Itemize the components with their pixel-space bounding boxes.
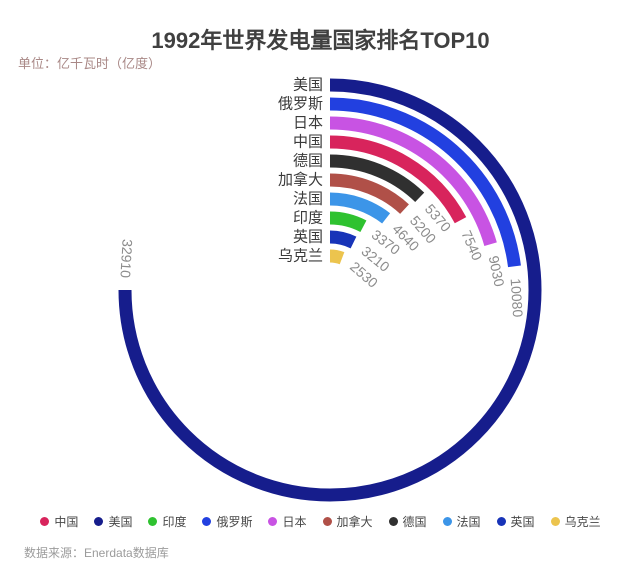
legend-item-中国[interactable]: 中国 bbox=[40, 513, 78, 530]
legend-label: 印度 bbox=[162, 515, 187, 529]
data-source-label: 数据来源：Enerdata数据库 bbox=[24, 546, 169, 560]
bar-arc-rank-7[interactable] bbox=[329, 192, 391, 224]
legend-item-日本[interactable]: 日本 bbox=[268, 513, 307, 530]
value-label: 9030 bbox=[486, 254, 508, 288]
bar-arc-rank-2[interactable] bbox=[329, 97, 521, 268]
value-label: 10080 bbox=[508, 278, 526, 318]
category-label: 加拿大 bbox=[278, 171, 323, 189]
bar-arc-rank-4[interactable] bbox=[329, 135, 467, 224]
bar-arc-rank-10[interactable] bbox=[329, 249, 345, 265]
legend-item-法国[interactable]: 法国 bbox=[442, 513, 481, 530]
bar-arc-rank-6[interactable] bbox=[329, 173, 409, 214]
legend-label: 德国 bbox=[402, 515, 427, 529]
legend-item-英国[interactable]: 英国 bbox=[496, 513, 535, 530]
category-label: 美国 bbox=[293, 77, 323, 94]
category-label: 法国 bbox=[293, 191, 323, 208]
legend-dot bbox=[268, 517, 278, 526]
bar-arc-rank-8[interactable] bbox=[329, 211, 367, 233]
legend-label: 乌克兰 bbox=[564, 515, 601, 529]
bar-arc-rank-1[interactable] bbox=[118, 78, 542, 502]
category-label: 英国 bbox=[293, 228, 323, 246]
legend-label: 加拿大 bbox=[336, 515, 373, 529]
legend-item-德国[interactable]: 德国 bbox=[388, 513, 427, 530]
legend-label: 美国 bbox=[108, 515, 133, 529]
legend-item-俄罗斯[interactable]: 俄罗斯 bbox=[202, 513, 252, 530]
unit-label: 单位：亿千瓦时（亿度） bbox=[18, 56, 162, 71]
category-label: 乌克兰 bbox=[278, 248, 323, 265]
legend-item-乌克兰[interactable]: 乌克兰 bbox=[550, 513, 601, 530]
bar-arc-rank-3[interactable] bbox=[329, 116, 497, 246]
legend-dot bbox=[496, 517, 506, 526]
legend-label: 俄罗斯 bbox=[216, 515, 253, 529]
legend-dot bbox=[442, 517, 452, 526]
category-label: 俄罗斯 bbox=[278, 96, 323, 113]
legend: 中国 美国 印度 俄罗斯 日本 加拿大 德国 法国 英国 乌克兰 bbox=[0, 513, 641, 530]
legend-item-美国[interactable]: 美国 bbox=[94, 513, 132, 530]
category-label: 中国 bbox=[293, 134, 323, 151]
category-label: 日本 bbox=[293, 115, 323, 132]
legend-item-印度[interactable]: 印度 bbox=[148, 513, 186, 530]
legend-label: 日本 bbox=[282, 515, 307, 529]
legend-dot bbox=[322, 517, 332, 526]
legend-dot bbox=[148, 517, 158, 526]
legend-dot bbox=[202, 517, 212, 526]
category-label: 德国 bbox=[293, 152, 323, 170]
bar-arc-rank-9[interactable] bbox=[329, 230, 357, 249]
legend-item-加拿大[interactable]: 加拿大 bbox=[322, 513, 373, 530]
legend-dot bbox=[550, 517, 560, 526]
legend-label: 英国 bbox=[510, 515, 535, 529]
value-label: 32910 bbox=[117, 239, 135, 279]
bar-arc-rank-5[interactable] bbox=[329, 154, 425, 203]
category-label: 印度 bbox=[293, 210, 323, 227]
legend-dot bbox=[388, 517, 398, 526]
legend-dot bbox=[94, 517, 104, 526]
legend-label: 中国 bbox=[54, 515, 79, 529]
chart-title: 1992年世界发电量国家排名TOP10 bbox=[151, 28, 490, 53]
legend-label: 法国 bbox=[456, 515, 481, 529]
legend-dot bbox=[40, 517, 50, 526]
